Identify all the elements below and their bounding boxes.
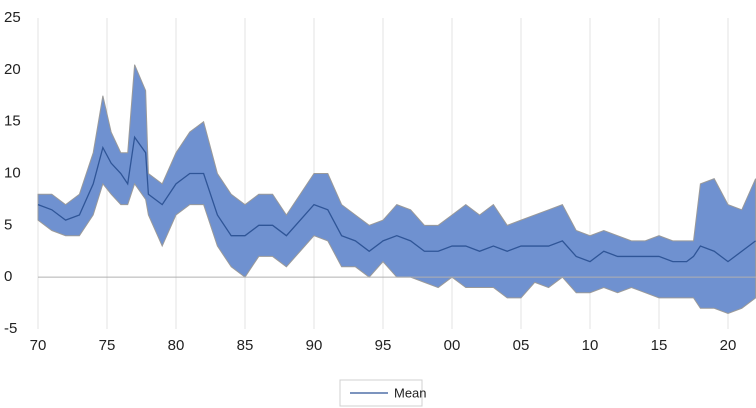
y-tick-label: 20	[4, 61, 21, 78]
x-tick-label: 00	[444, 337, 461, 354]
x-tick-label: 85	[237, 337, 254, 354]
legend: Mean	[339, 379, 427, 407]
y-tick-label: 10	[4, 164, 21, 181]
mean-line	[37, 135, 756, 263]
x-tick-label: 95	[375, 337, 392, 354]
y-tick-label: 25	[4, 9, 21, 26]
x-tick-label: 10	[582, 337, 599, 354]
y-tick-label: 15	[4, 113, 21, 130]
x-tick-label: 90	[306, 337, 323, 354]
y-tick-label: 0	[4, 268, 12, 285]
y-tick-label: 5	[4, 216, 12, 233]
x-tick-label: 20	[720, 337, 737, 354]
y-tick-label: -5	[4, 320, 17, 337]
x-tick-label: 75	[99, 337, 116, 354]
x-tick-label: 15	[651, 337, 668, 354]
legend-label: Mean	[394, 385, 427, 400]
x-tick-label: 70	[30, 337, 47, 354]
x-tick-label: 05	[513, 337, 530, 354]
x-tick-label: 80	[168, 337, 185, 354]
range-band	[37, 64, 756, 314]
